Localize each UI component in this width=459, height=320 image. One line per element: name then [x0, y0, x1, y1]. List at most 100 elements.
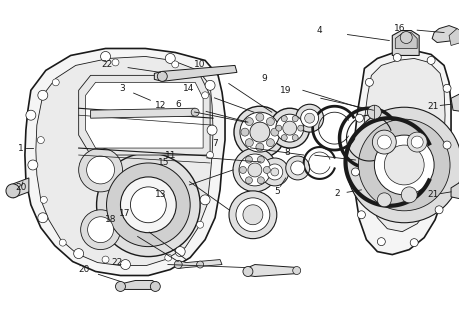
Circle shape — [406, 132, 426, 152]
Circle shape — [357, 211, 364, 219]
Polygon shape — [78, 76, 210, 155]
Circle shape — [157, 71, 167, 81]
Circle shape — [38, 90, 48, 100]
Circle shape — [270, 128, 278, 136]
Text: 19: 19 — [280, 86, 291, 95]
Circle shape — [376, 193, 391, 207]
Circle shape — [291, 116, 297, 122]
Circle shape — [40, 196, 47, 203]
Text: 20: 20 — [15, 183, 27, 192]
Circle shape — [275, 114, 303, 142]
Circle shape — [245, 177, 252, 184]
Circle shape — [292, 267, 300, 275]
Text: 16: 16 — [392, 24, 404, 33]
Circle shape — [351, 168, 358, 176]
Text: 14: 14 — [182, 84, 193, 93]
Circle shape — [291, 135, 297, 140]
Circle shape — [106, 163, 190, 247]
Polygon shape — [13, 178, 29, 198]
Circle shape — [234, 106, 285, 158]
Circle shape — [130, 187, 166, 223]
Text: 22: 22 — [101, 60, 112, 69]
Circle shape — [96, 153, 200, 257]
Circle shape — [300, 109, 318, 127]
Circle shape — [38, 213, 48, 223]
Circle shape — [297, 125, 303, 131]
Text: 17: 17 — [118, 209, 130, 218]
Circle shape — [101, 52, 110, 61]
Text: 21: 21 — [426, 102, 438, 111]
Text: 15: 15 — [157, 158, 168, 167]
Circle shape — [282, 121, 296, 135]
Circle shape — [241, 128, 248, 136]
Circle shape — [280, 116, 286, 122]
Circle shape — [73, 249, 84, 259]
Circle shape — [376, 238, 385, 246]
Text: 1: 1 — [18, 144, 24, 153]
Circle shape — [238, 154, 270, 186]
Text: 20: 20 — [78, 265, 89, 274]
Circle shape — [191, 108, 199, 116]
Polygon shape — [431, 26, 458, 43]
Circle shape — [247, 163, 261, 177]
Circle shape — [245, 139, 253, 147]
Polygon shape — [450, 180, 459, 200]
Text: 18: 18 — [105, 215, 116, 224]
Circle shape — [374, 135, 433, 195]
Circle shape — [115, 282, 125, 292]
Circle shape — [165, 53, 175, 63]
Circle shape — [255, 143, 263, 151]
Polygon shape — [363, 59, 444, 232]
Circle shape — [52, 79, 59, 86]
Circle shape — [410, 136, 422, 148]
Circle shape — [257, 156, 264, 163]
Polygon shape — [394, 33, 416, 49]
Polygon shape — [154, 65, 236, 81]
Circle shape — [242, 267, 252, 276]
Circle shape — [245, 156, 252, 163]
Circle shape — [200, 195, 210, 205]
Circle shape — [304, 113, 314, 123]
Circle shape — [249, 122, 269, 142]
Circle shape — [206, 152, 213, 158]
Circle shape — [358, 119, 449, 211]
Circle shape — [150, 282, 160, 292]
Circle shape — [409, 239, 417, 247]
Polygon shape — [90, 108, 198, 118]
Circle shape — [400, 187, 416, 203]
Circle shape — [28, 160, 38, 170]
Text: 4: 4 — [316, 26, 322, 35]
Polygon shape — [118, 280, 158, 289]
Circle shape — [426, 56, 434, 64]
Circle shape — [174, 260, 182, 268]
Text: 8: 8 — [284, 148, 290, 156]
Circle shape — [175, 247, 185, 257]
Polygon shape — [450, 90, 459, 112]
Text: 6: 6 — [175, 100, 181, 109]
Polygon shape — [392, 31, 418, 55]
Circle shape — [245, 117, 253, 125]
Circle shape — [196, 221, 203, 228]
Text: 10: 10 — [194, 60, 206, 69]
Polygon shape — [85, 82, 203, 148]
Circle shape — [376, 135, 391, 149]
Text: 12: 12 — [154, 101, 166, 110]
Circle shape — [442, 84, 450, 92]
Circle shape — [260, 158, 288, 186]
Circle shape — [87, 217, 113, 243]
Text: 21: 21 — [426, 190, 438, 199]
Circle shape — [257, 177, 264, 184]
Text: 11: 11 — [164, 150, 176, 160]
Circle shape — [242, 205, 262, 225]
Polygon shape — [36, 56, 213, 266]
Circle shape — [86, 156, 114, 184]
Polygon shape — [178, 260, 222, 268]
Circle shape — [102, 256, 109, 263]
Circle shape — [372, 130, 395, 154]
Circle shape — [266, 117, 274, 125]
Polygon shape — [448, 28, 459, 45]
Polygon shape — [247, 265, 297, 276]
Circle shape — [239, 166, 246, 173]
Text: 2: 2 — [334, 189, 340, 198]
Circle shape — [266, 164, 282, 180]
